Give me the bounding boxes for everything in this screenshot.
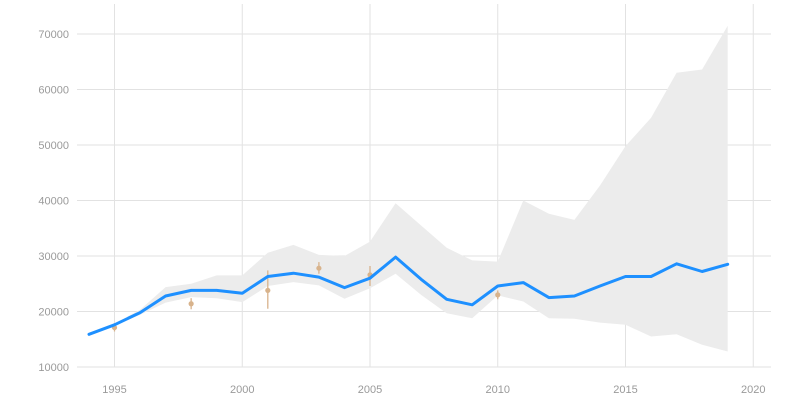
y-tick-label: 40000 <box>38 196 69 208</box>
x-tick-label: 2000 <box>230 384 254 396</box>
x-tick-label: 2015 <box>613 384 637 396</box>
band-area <box>89 25 728 352</box>
observation-point <box>316 265 322 271</box>
y-tick-label: 60000 <box>38 85 69 97</box>
x-tick-label: 1995 <box>102 384 126 396</box>
x-axis: 1995 2000 2005 2010 2015 2020 <box>102 384 765 396</box>
y-tick-label: 70000 <box>38 29 69 41</box>
grid <box>77 4 771 368</box>
y-tick-label: 50000 <box>38 140 69 152</box>
y-tick-label: 20000 <box>38 307 69 319</box>
observation-point <box>495 292 501 298</box>
series-polyline <box>87 255 730 336</box>
observation-point <box>188 301 194 307</box>
observation-point <box>265 287 271 294</box>
y-tick-label: 10000 <box>38 362 69 374</box>
x-tick-label: 2010 <box>486 384 510 396</box>
y-tick-label: 30000 <box>38 251 69 263</box>
x-tick-label: 2020 <box>741 384 765 396</box>
y-axis: 10000 20000 30000 40000 50000 60000 70000 <box>38 29 69 374</box>
uncertainty-band <box>89 25 728 352</box>
series-line <box>87 255 730 336</box>
x-tick-label: 2005 <box>358 384 382 396</box>
